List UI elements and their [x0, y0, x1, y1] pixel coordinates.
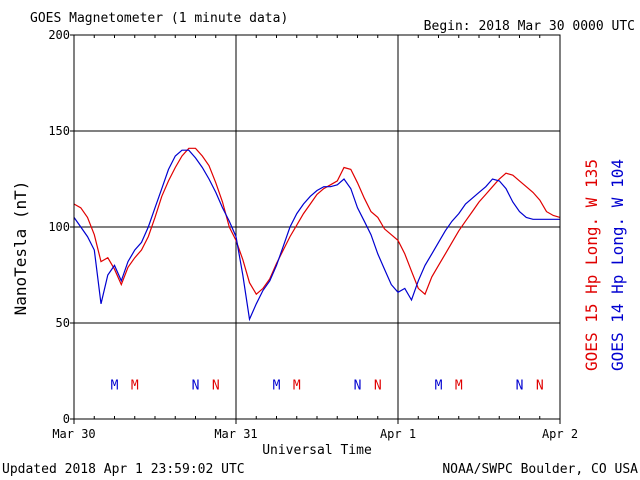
- series-goes14-line: [73, 149, 560, 322]
- x-axis-label: Universal Time: [262, 443, 372, 458]
- y-tick-label: 200: [48, 28, 70, 42]
- noon-marker: N: [536, 378, 544, 393]
- noon-marker: N: [192, 378, 200, 393]
- x-tick-label: Mar 31: [214, 427, 257, 441]
- y-axis-label: NanoTesla (nT): [11, 181, 30, 316]
- midnight-marker: M: [131, 378, 139, 393]
- x-axis-ticks: Mar 30 Mar 31 Apr 1 Apr 2: [52, 35, 578, 441]
- y-tick-label: 150: [48, 124, 70, 138]
- x-tick-label: Apr 2: [542, 427, 578, 441]
- x-tick-label: Mar 30: [52, 427, 95, 441]
- begin-time: Begin: 2018 Mar 30 0000 UTC: [424, 19, 635, 34]
- grid: [73, 34, 561, 420]
- chart-title: GOES Magnetometer (1 minute data): [30, 11, 288, 26]
- y-tick-label: 100: [48, 220, 70, 234]
- noon-marker: N: [374, 378, 382, 393]
- y-axis-ticks: 0 50 100 150 200: [48, 28, 74, 426]
- midnight-marker: M: [273, 378, 281, 393]
- plot-frame: [73, 34, 561, 420]
- noon-marker: N: [354, 378, 362, 393]
- midnight-marker: M: [455, 378, 463, 393]
- series-goes15-line: [73, 147, 561, 296]
- midnight-marker: M: [293, 378, 301, 393]
- noon-marker: N: [516, 378, 524, 393]
- legend-goes14: GOES 14 Hp Long. W 104: [608, 159, 627, 371]
- y-tick-label: 0: [63, 412, 70, 426]
- series-lines: [73, 147, 561, 322]
- midnight-marker: M: [111, 378, 119, 393]
- legend-goes15: GOES 15 Hp Long. W 135: [582, 159, 601, 371]
- midnight-marker: M: [435, 378, 443, 393]
- y-tick-label: 50: [56, 316, 70, 330]
- noon-marker: N: [212, 378, 220, 393]
- source-credit: NOAA/SWPC Boulder, CO USA: [442, 462, 638, 477]
- x-tick-label: Apr 1: [380, 427, 416, 441]
- updated-timestamp: Updated 2018 Apr 1 23:59:02 UTC: [2, 462, 245, 477]
